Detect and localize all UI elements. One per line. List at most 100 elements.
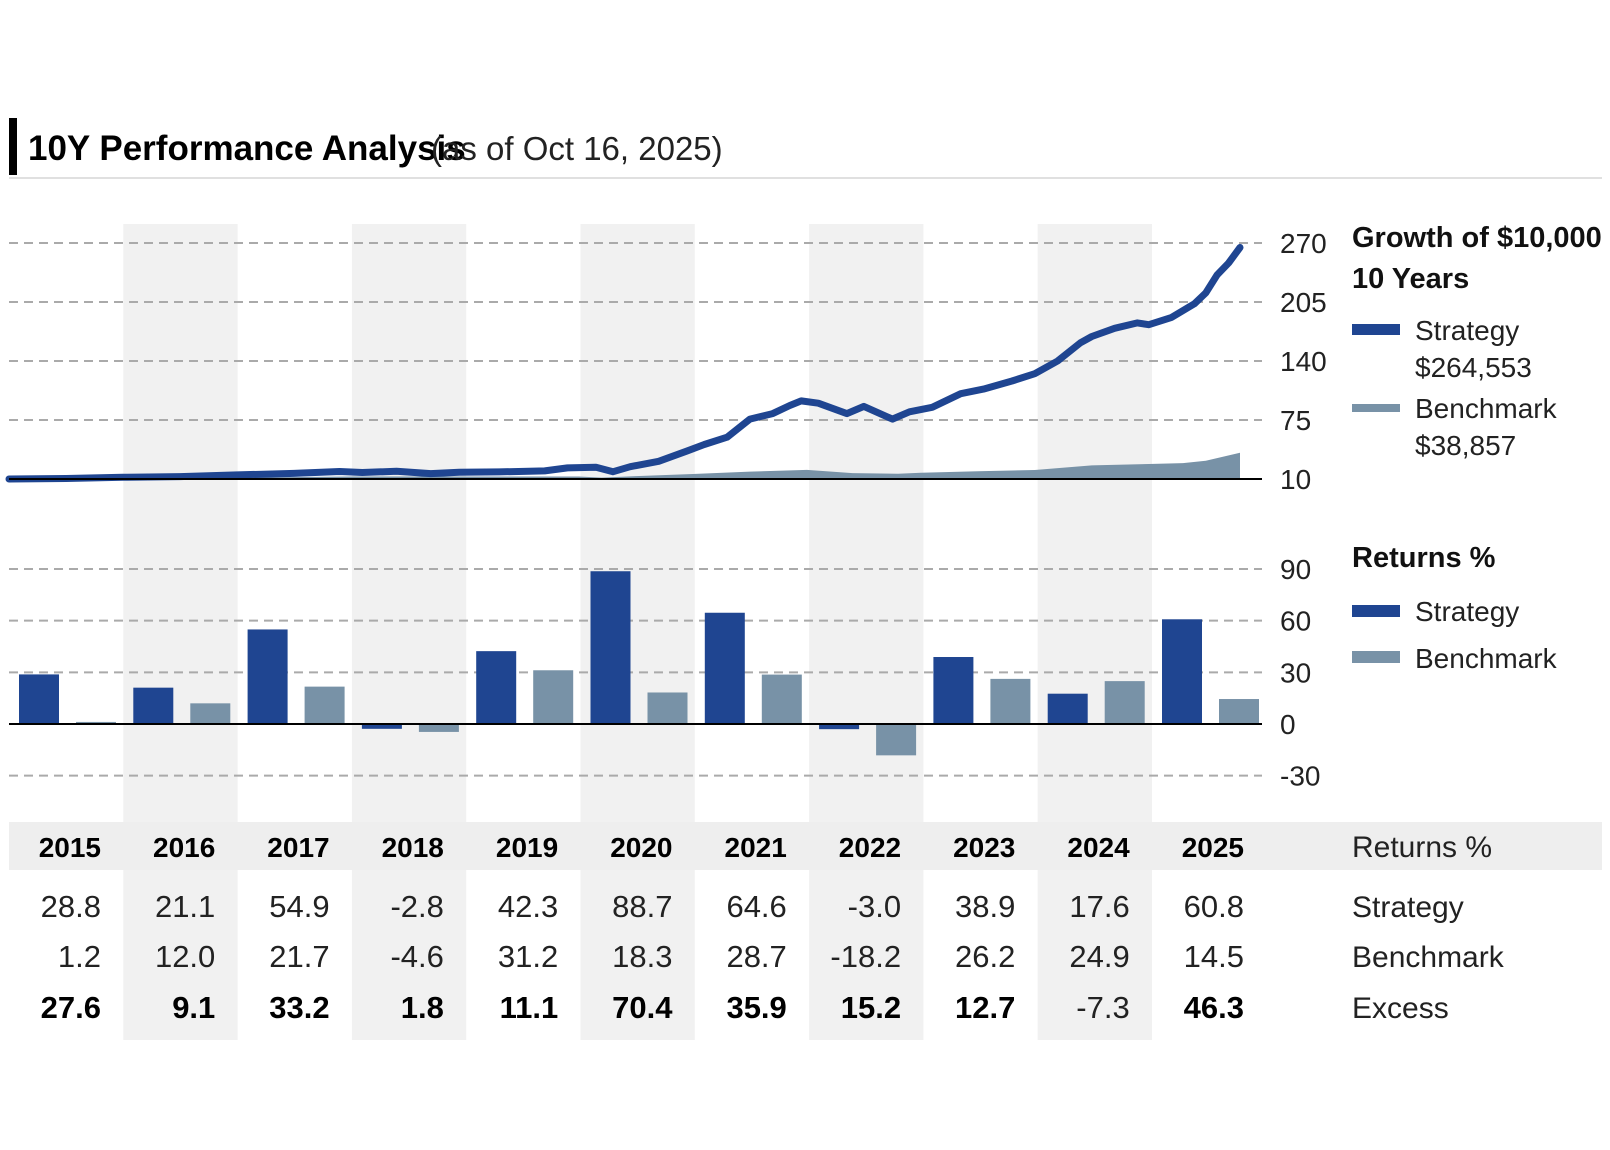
year-header-2017: 2017 — [267, 832, 329, 863]
table-header-band — [9, 822, 1602, 870]
cell-benchmark-2024: 24.9 — [1069, 939, 1129, 974]
returns-legend: Returns % Strategy Benchmark — [1352, 542, 1558, 674]
year-header-2019: 2019 — [496, 832, 558, 863]
returns-tick-label--30: -30 — [1280, 761, 1320, 792]
returns-bar-strategy-2025 — [1162, 619, 1202, 724]
year-header-2025: 2025 — [1182, 832, 1244, 863]
cell-benchmark-2021: 28.7 — [726, 939, 786, 974]
table-header-label: Returns % — [1352, 831, 1492, 864]
growth-tick-label-140: 140 — [1280, 346, 1327, 377]
growth-legend-title-line1: Growth of $10,000 — [1352, 222, 1602, 254]
cell-excess-2020: 70.4 — [612, 990, 673, 1025]
cell-strategy-2023: 38.9 — [955, 889, 1015, 924]
returns-legend-benchmark-swatch — [1352, 651, 1400, 663]
growth-y-axis: 10 75 140 205 270 — [1280, 228, 1327, 495]
returns-bar-benchmark-2020 — [647, 692, 688, 724]
returns-bar-benchmark-2017 — [304, 686, 345, 724]
title-accent-bar — [9, 118, 17, 175]
cell-excess-2024: -7.3 — [1076, 990, 1129, 1025]
cell-strategy-2021: 64.6 — [726, 889, 786, 924]
cell-strategy-2020: 88.7 — [612, 889, 672, 924]
cell-strategy-2019: 42.3 — [498, 889, 558, 924]
row-label-strategy: Strategy — [1352, 891, 1464, 924]
year-header-2018: 2018 — [382, 832, 444, 863]
growth-legend-benchmark-swatch — [1352, 404, 1400, 412]
growth-strategy-line — [5, 244, 1244, 483]
returns-legend-strategy-swatch — [1352, 605, 1400, 617]
growth-tick-label-270: 270 — [1280, 228, 1327, 259]
cell-benchmark-2022: -18.2 — [830, 939, 901, 974]
cell-excess-2021: 35.9 — [726, 990, 786, 1025]
returns-tick-label-60: 60 — [1280, 606, 1311, 637]
cell-benchmark-2019: 31.2 — [498, 939, 558, 974]
cell-excess-2018: 1.8 — [401, 990, 444, 1025]
cell-strategy-2015: 28.8 — [41, 889, 101, 924]
growth-legend-benchmark-label: Benchmark — [1415, 393, 1558, 424]
returns-legend-strategy-label: Strategy — [1415, 596, 1519, 627]
year-header-2022: 2022 — [839, 832, 901, 863]
returns-bar-benchmark-2025 — [1219, 699, 1259, 724]
cell-excess-2022: 15.2 — [841, 990, 901, 1025]
returns-bar-strategy-2019 — [476, 651, 517, 724]
cell-strategy-2018: -2.8 — [390, 889, 443, 924]
year-header-2015: 2015 — [39, 832, 101, 863]
returns-bar-strategy-2018 — [361, 724, 402, 729]
cell-strategy-2025: 60.8 — [1184, 889, 1244, 924]
returns-bar-strategy-2021 — [704, 612, 745, 724]
returns-bar-benchmark-2023 — [990, 678, 1031, 724]
returns-bar-strategy-2020 — [590, 571, 631, 724]
growth-tick-label-75: 75 — [1280, 405, 1311, 436]
returns-bar-benchmark-2022 — [876, 724, 917, 756]
growth-legend-title-line2: 10 Years — [1352, 263, 1469, 295]
cell-strategy-2024: 17.6 — [1069, 889, 1129, 924]
cell-benchmark-2015: 1.2 — [58, 939, 101, 974]
cell-benchmark-2025: 14.5 — [1184, 939, 1244, 974]
returns-bar-strategy-2015 — [19, 674, 59, 724]
year-header-2024: 2024 — [1067, 832, 1130, 863]
cell-benchmark-2020: 18.3 — [612, 939, 672, 974]
returns-bar-benchmark-2016 — [190, 703, 231, 724]
cell-excess-2025: 46.3 — [1184, 990, 1244, 1025]
cell-strategy-2022: -3.0 — [848, 889, 901, 924]
year-header-2023: 2023 — [953, 832, 1015, 863]
growth-series — [5, 244, 1262, 483]
year-header-2021: 2021 — [725, 832, 787, 863]
returns-bar-strategy-2024 — [1047, 693, 1088, 724]
returns-bar-benchmark-2015 — [76, 721, 116, 724]
cell-excess-2016: 9.1 — [172, 990, 215, 1025]
returns-bar-benchmark-2019 — [533, 670, 574, 724]
growth-legend-strategy-label: Strategy — [1415, 315, 1519, 346]
page-subtitle: (as of Oct 16, 2025) — [431, 130, 723, 167]
growth-tick-label-205: 205 — [1280, 287, 1327, 318]
row-label-excess: Excess — [1352, 992, 1449, 1025]
returns-table: 2015 28.8 1.2 27.6 2016 21.1 12.0 9.1 2017 54.9 21… — [39, 832, 1244, 1025]
cell-excess-2015: 27.6 — [41, 990, 101, 1025]
cell-excess-2023: 12.7 — [955, 990, 1015, 1025]
growth-benchmark-area — [9, 452, 1240, 479]
returns-bar-benchmark-2018 — [418, 724, 459, 732]
year-header-2016: 2016 — [153, 832, 215, 863]
row-label-benchmark: Benchmark — [1352, 941, 1505, 974]
cell-benchmark-2023: 26.2 — [955, 939, 1015, 974]
returns-bar-benchmark-2021 — [761, 674, 802, 724]
returns-y-axis: -30 0 30 60 90 — [1280, 554, 1320, 792]
growth-legend-strategy-value: $264,553 — [1415, 352, 1532, 383]
growth-tick-label-10: 10 — [1280, 464, 1311, 495]
returns-bar-strategy-2023 — [933, 657, 974, 724]
cell-benchmark-2016: 12.0 — [155, 939, 215, 974]
growth-legend-benchmark-value: $38,857 — [1415, 430, 1516, 461]
returns-tick-label-30: 30 — [1280, 657, 1311, 688]
cell-strategy-2016: 21.1 — [155, 889, 215, 924]
cell-benchmark-2017: 21.7 — [269, 939, 329, 974]
returns-legend-benchmark-label: Benchmark — [1415, 643, 1558, 674]
returns-legend-title: Returns % — [1352, 542, 1496, 574]
returns-bars — [9, 571, 1262, 756]
page-title: 10Y Performance Analysis — [28, 129, 466, 168]
returns-tick-label-90: 90 — [1280, 554, 1311, 585]
cell-excess-2019: 11.1 — [500, 990, 559, 1025]
cell-strategy-2017: 54.9 — [269, 889, 329, 924]
returns-bar-benchmark-2024 — [1104, 681, 1145, 724]
year-header-2020: 2020 — [610, 832, 672, 863]
returns-tick-label-0: 0 — [1280, 709, 1296, 740]
